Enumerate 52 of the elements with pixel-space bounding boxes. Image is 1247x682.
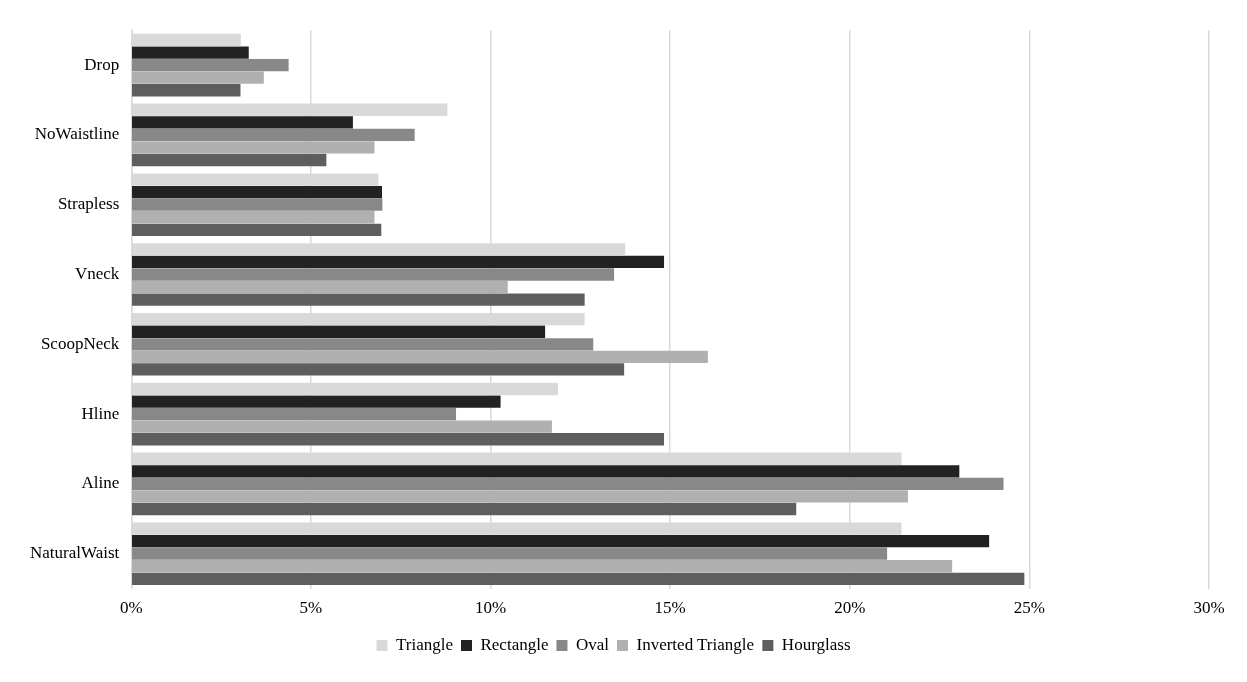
bar	[132, 255, 665, 269]
bar	[132, 534, 990, 548]
y-tick-label: Drop	[84, 54, 120, 74]
bar	[132, 420, 552, 433]
bar	[132, 338, 594, 351]
x-tick-label: 5%	[299, 598, 323, 618]
bar	[132, 293, 585, 306]
bar	[132, 395, 501, 408]
bar	[132, 71, 264, 84]
y-tick-label: Vneck	[74, 263, 120, 283]
bar	[132, 46, 249, 59]
legend-label: Triangle	[396, 634, 453, 654]
bar	[132, 572, 1025, 585]
bar	[132, 490, 908, 503]
y-tick-label: NaturalWaist	[29, 543, 120, 563]
bar	[132, 477, 1004, 491]
bar	[132, 128, 415, 142]
legend-label: Rectangle	[480, 634, 549, 654]
y-tick-label: Aline	[81, 473, 120, 493]
bar	[132, 223, 382, 236]
x-tick-label: 0%	[119, 598, 143, 618]
bar	[132, 560, 953, 573]
bar	[132, 116, 353, 129]
y-tick-label: ScoopNeck	[40, 333, 120, 353]
bar	[132, 211, 375, 224]
bar	[132, 325, 546, 338]
x-tick-label: 30%	[1193, 598, 1225, 618]
y-tick-label: Strapless	[57, 194, 120, 214]
y-tick-label: Hline	[81, 403, 120, 423]
bar	[132, 58, 289, 72]
bar	[132, 502, 797, 516]
bar	[132, 433, 665, 446]
y-tick-label: NoWaistline	[34, 124, 120, 144]
bar	[132, 268, 615, 281]
x-tick-label: 20%	[834, 598, 866, 618]
bar	[132, 465, 960, 478]
x-tick-label: 10%	[474, 598, 507, 618]
bar	[132, 280, 508, 294]
bar	[132, 407, 457, 421]
x-tick-label: 15%	[654, 598, 686, 618]
bar	[132, 153, 327, 167]
bar	[132, 350, 708, 364]
legend-label: Inverted Triangle	[636, 634, 755, 654]
x-tick-label: 25%	[1013, 598, 1045, 618]
bar	[132, 547, 888, 560]
bar	[132, 141, 375, 154]
bar	[132, 363, 625, 376]
bar	[132, 185, 383, 199]
legend-label: Hourglass	[781, 634, 851, 654]
bar	[132, 84, 241, 97]
bar	[132, 198, 383, 211]
legend-label: Oval	[575, 634, 610, 654]
